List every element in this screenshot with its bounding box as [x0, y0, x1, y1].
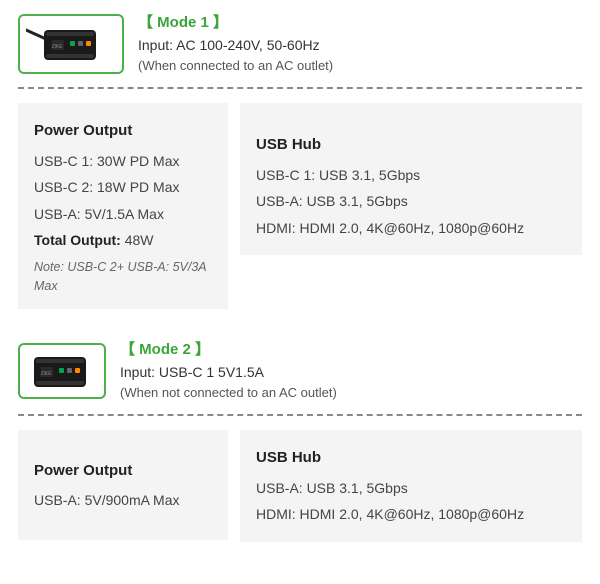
- spec-line: HDMI: HDMI 2.0, 4K@60Hz, 1080p@60Hz: [256, 501, 566, 528]
- mode-1-power-output-panel: Power Output USB-C 1: 30W PD Max USB-C 2…: [18, 103, 228, 309]
- total-output: Total Output: 48W: [34, 227, 212, 254]
- spec-line: USB-C 1: USB 3.1, 5Gbps: [256, 162, 566, 189]
- mode-2-header-text: 【 Mode 2 】 Input: USB-C 1 5V1.5A (When n…: [120, 339, 337, 402]
- mode-1-condition: (When connected to an AC outlet): [138, 56, 333, 76]
- mode-1-header-text: 【 Mode 1 】 Input: AC 100-240V, 50-60Hz (…: [138, 12, 333, 75]
- mode-2-section: ZIKE 【 Mode 2 】 Input: USB-C 1 5V1.5A (W…: [18, 339, 582, 542]
- device-thumbnail-mode1: ZIKE: [18, 14, 124, 74]
- svg-text:ZIKE: ZIKE: [51, 44, 63, 50]
- usb-hub-heading: USB Hub: [256, 131, 566, 160]
- mode-2-input: Input: USB-C 1 5V1.5A: [120, 362, 337, 383]
- power-output-heading: Power Output: [34, 457, 212, 486]
- mode-2-usb-hub-panel: USB Hub USB-A: USB 3.1, 5Gbps HDMI: HDMI…: [240, 430, 582, 542]
- svg-text:ZIKE: ZIKE: [40, 371, 52, 377]
- mode-1-header: ZIKE 【 Mode 1 】 Input: AC 100-240V, 50-6…: [18, 12, 582, 75]
- usb-hub-heading: USB Hub: [256, 444, 566, 473]
- spec-line: USB-C 1: 30W PD Max: [34, 148, 212, 175]
- mode-1-usb-hub-panel: USB Hub USB-C 1: USB 3.1, 5Gbps USB-A: U…: [240, 103, 582, 255]
- device-icon: ZIKE: [26, 22, 116, 66]
- spec-line: USB-C 2: 18W PD Max: [34, 174, 212, 201]
- spec-line: USB-A: 5V/900mA Max: [34, 487, 212, 514]
- mode-1-section: ZIKE 【 Mode 1 】 Input: AC 100-240V, 50-6…: [18, 12, 582, 309]
- spec-line: USB-A: USB 3.1, 5Gbps: [256, 188, 566, 215]
- mode-2-power-output-panel: Power Output USB-A: 5V/900mA Max: [18, 430, 228, 540]
- mode-2-title: 【 Mode 2 】: [120, 339, 337, 362]
- mode-1-input: Input: AC 100-240V, 50-60Hz: [138, 35, 333, 56]
- device-icon: ZIKE: [26, 351, 98, 391]
- mode-1-panels: Power Output USB-C 1: 30W PD Max USB-C 2…: [18, 103, 582, 309]
- spec-line: USB-A: 5V/1.5A Max: [34, 201, 212, 228]
- divider: [18, 87, 582, 89]
- power-output-heading: Power Output: [34, 117, 212, 146]
- mode-2-panels: Power Output USB-A: 5V/900mA Max USB Hub…: [18, 430, 582, 542]
- spec-line: HDMI: HDMI 2.0, 4K@60Hz, 1080p@60Hz: [256, 215, 566, 242]
- device-thumbnail-mode2: ZIKE: [18, 343, 106, 399]
- total-value: 48W: [121, 232, 154, 248]
- divider: [18, 414, 582, 416]
- total-label: Total Output:: [34, 232, 121, 248]
- mode-1-title: 【 Mode 1 】: [138, 12, 333, 35]
- mode-2-condition: (When not connected to an AC outlet): [120, 383, 337, 403]
- note-text: Note: USB-C 2+ USB-A: 5V/3A Max: [34, 258, 212, 296]
- mode-2-header: ZIKE 【 Mode 2 】 Input: USB-C 1 5V1.5A (W…: [18, 339, 582, 402]
- spec-line: USB-A: USB 3.1, 5Gbps: [256, 475, 566, 502]
